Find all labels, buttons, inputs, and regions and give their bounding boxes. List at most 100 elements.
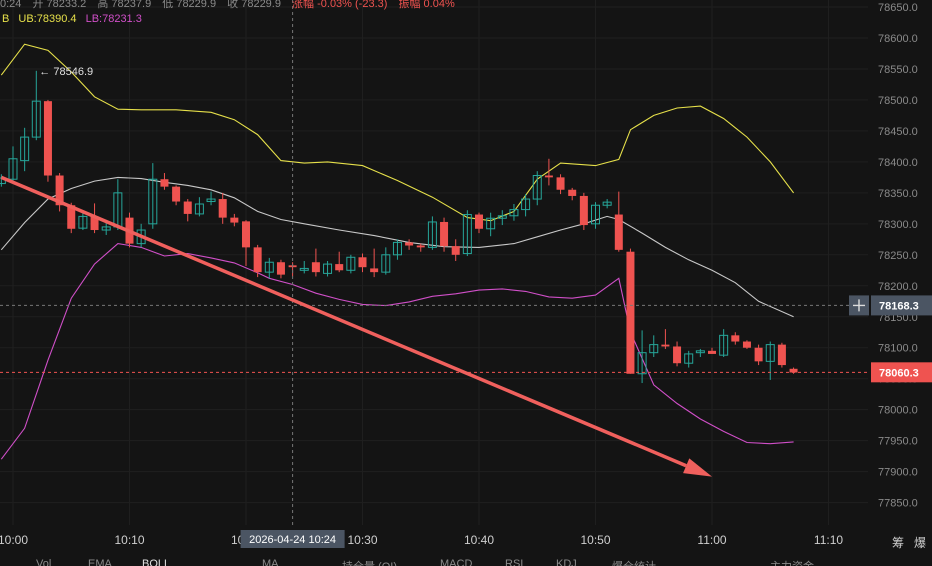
candle-body xyxy=(276,262,285,275)
candle-up xyxy=(346,254,356,274)
candle-down xyxy=(253,244,262,278)
candle-up xyxy=(381,247,391,275)
candle-body xyxy=(370,268,379,273)
candle-down xyxy=(276,259,285,279)
info-change: 涨幅 -0.03% (-23.3) xyxy=(292,0,388,10)
tab-kdj[interactable]: KDJ xyxy=(556,558,577,566)
candle-down xyxy=(218,192,227,224)
candle-up xyxy=(206,191,216,206)
high-price-annotation: ← 78546.9 xyxy=(39,66,93,78)
price-axis: 77850.077900.077950.078000.078050.078100… xyxy=(849,2,932,510)
candle-body xyxy=(43,101,52,176)
info-high: 高 78237.9 xyxy=(97,0,152,10)
candle-body xyxy=(8,158,18,180)
tab-oi[interactable]: 持仓量 (OI) xyxy=(342,558,397,566)
candle-body xyxy=(521,198,531,211)
candle-down xyxy=(475,212,483,234)
y-tick-label: 77950.0 xyxy=(878,436,918,448)
plus-icon xyxy=(853,299,865,312)
tab-boll[interactable]: BOLL xyxy=(142,558,171,566)
candle-body xyxy=(765,344,775,362)
candle-body xyxy=(346,256,356,271)
candle-down xyxy=(172,185,181,206)
candle-body xyxy=(649,344,659,354)
candle-down xyxy=(614,191,623,252)
tab-rsi[interactable]: RSI xyxy=(505,558,524,566)
tab-main-funds[interactable]: 主力资金 xyxy=(770,558,814,566)
candle-up xyxy=(148,163,158,229)
candle-up xyxy=(684,350,694,368)
tab-ema[interactable]: EMA xyxy=(88,558,112,566)
candle-body xyxy=(381,254,391,273)
x-tick-label: 10:00 xyxy=(0,533,28,547)
candle-body xyxy=(148,178,158,225)
chips-button[interactable]: 筹 xyxy=(892,536,905,550)
y-tick-label: 78450.0 xyxy=(878,126,918,138)
candle-down xyxy=(311,248,320,277)
candle-body xyxy=(194,203,204,215)
candle-up xyxy=(486,212,496,237)
candle-up xyxy=(462,210,472,257)
candle-body xyxy=(405,242,414,246)
candle-body xyxy=(754,347,763,362)
candle-body xyxy=(719,334,729,356)
tab-macd[interactable]: MACD xyxy=(440,558,473,566)
candle-up xyxy=(20,127,30,172)
candle-body xyxy=(427,221,437,248)
candle-down xyxy=(626,248,635,374)
candle-body xyxy=(31,100,41,138)
x-tick-label: 10:50 xyxy=(580,533,610,547)
trend-arrow-shaft xyxy=(0,175,687,468)
y-tick-label: 78600.0 xyxy=(878,33,918,45)
y-tick-label: 78650.0 xyxy=(878,2,918,14)
candle-up xyxy=(497,210,507,226)
y-tick-label: 78100.0 xyxy=(878,343,918,355)
candle-body xyxy=(509,209,519,217)
candle-down xyxy=(183,199,192,222)
info-low: 低 78229.9 xyxy=(162,0,217,10)
boll-legend: B UB:78390.4 LB:78231.3 xyxy=(2,13,148,25)
candle-body xyxy=(335,264,344,271)
candle-body xyxy=(416,245,425,248)
candle-down xyxy=(661,329,670,349)
tab-vol[interactable]: Vol xyxy=(36,558,52,566)
candle-down xyxy=(405,239,414,250)
candle-body xyxy=(695,350,705,354)
trend-arrow-head xyxy=(683,458,712,477)
y-tick-label: 78350.0 xyxy=(878,188,918,200)
candle-down xyxy=(556,174,565,195)
y-tick-label: 78200.0 xyxy=(878,281,918,293)
candle-down xyxy=(742,340,751,349)
tab-ma[interactable]: MA xyxy=(262,558,279,566)
candle-body xyxy=(253,247,262,273)
candle-down xyxy=(55,173,64,212)
candle-down xyxy=(451,239,460,261)
y-tick-label: 77850.0 xyxy=(878,498,918,510)
candle-body xyxy=(160,179,169,187)
candle-down xyxy=(673,341,682,367)
boll-middle-band xyxy=(0,176,794,318)
candle-body xyxy=(789,368,798,373)
candle-up xyxy=(649,335,659,358)
ohlc-info-bar: 0:24 开 78233.2 高 78237.9 低 78229.9 收 782… xyxy=(0,0,463,10)
candle-body xyxy=(440,221,449,247)
candle-up xyxy=(719,329,729,358)
y-tick-label: 78000.0 xyxy=(878,405,918,417)
liquidation-button[interactable]: 爆 xyxy=(914,536,927,550)
candle-up xyxy=(427,216,437,250)
candle-down xyxy=(335,251,344,273)
x-tick-label: 11:00 xyxy=(697,533,726,547)
candle-down xyxy=(370,248,379,278)
candle-up xyxy=(8,146,18,184)
tab-liquidations[interactable]: 爆仓统计 xyxy=(612,558,656,566)
info-amplitude: 振幅 0.04% xyxy=(398,0,455,10)
candle-body xyxy=(579,195,588,226)
candle-down xyxy=(242,220,250,266)
boll-lb-value: LB:78231.3 xyxy=(85,13,142,25)
y-tick-label: 77900.0 xyxy=(878,467,918,479)
x-tick-label: 10:40 xyxy=(464,533,494,547)
candle-body xyxy=(673,346,682,364)
candle-body xyxy=(183,201,192,214)
candle-body xyxy=(172,186,181,202)
